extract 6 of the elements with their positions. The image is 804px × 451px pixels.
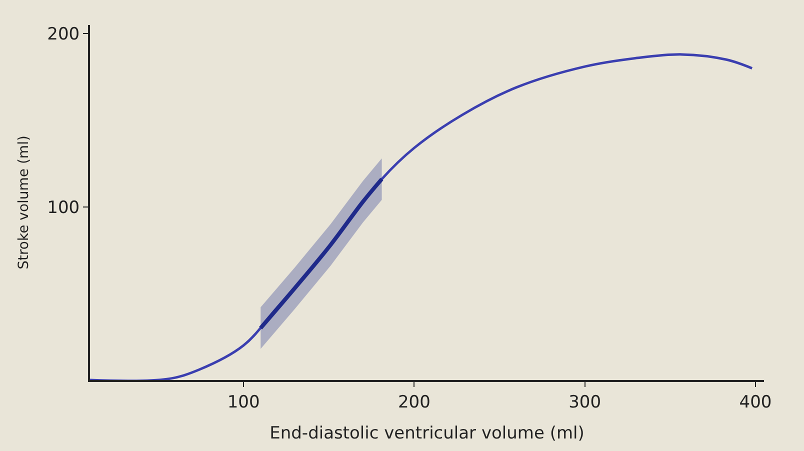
x-tick-label: 300 (568, 392, 602, 412)
x-tick-label: 200 (398, 392, 430, 412)
x-axis-title: End-diastolic ventricular volume (ml) (270, 423, 584, 444)
x-tick-label: 100 (227, 392, 260, 412)
x-tick-label: 400 (739, 392, 772, 412)
y-axis-title: Stroke volume (ml) (16, 136, 32, 270)
